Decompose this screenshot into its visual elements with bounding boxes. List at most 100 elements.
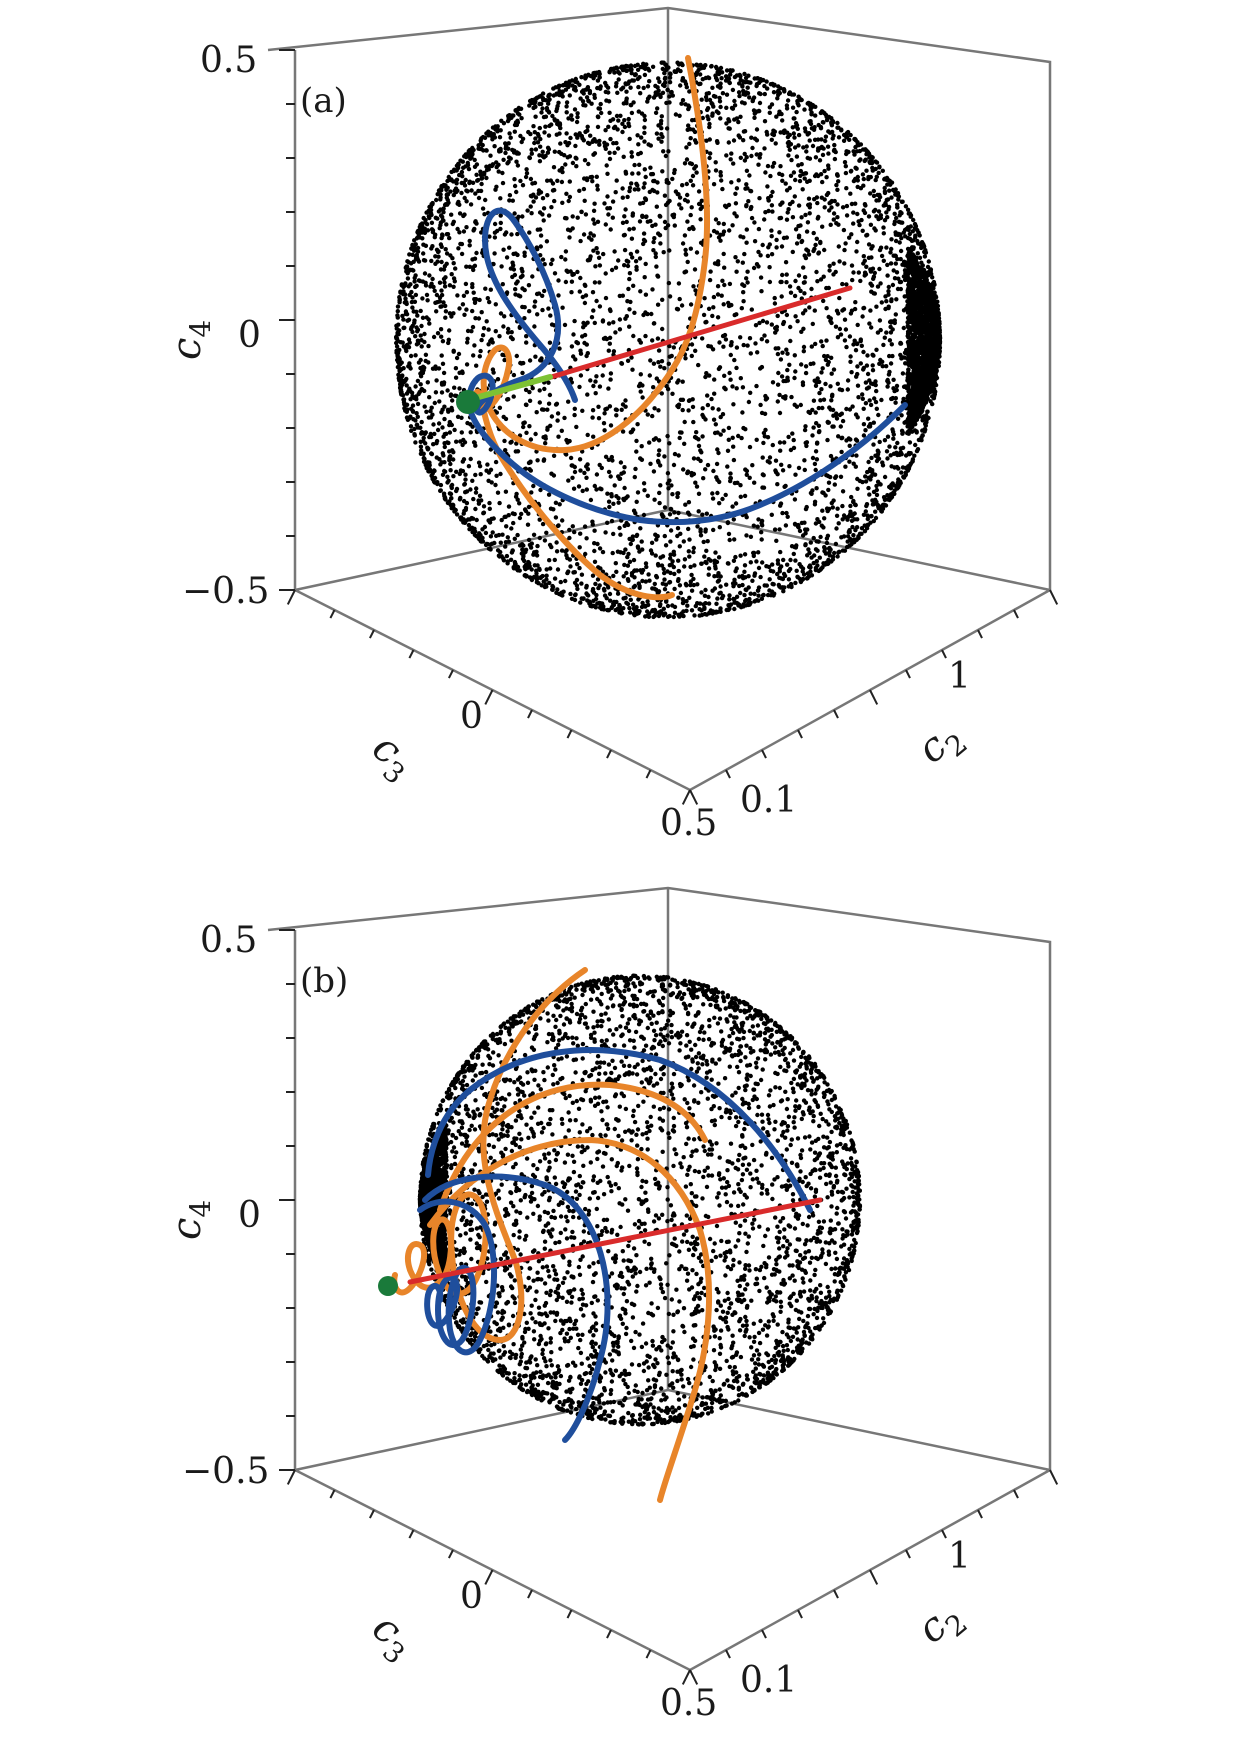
- cloud-point: [826, 546, 832, 551]
- cloud-point: [792, 135, 797, 140]
- cloud-point: [845, 378, 851, 383]
- cloud-point: [654, 575, 660, 580]
- cloud-point: [767, 588, 772, 593]
- cloud-point: [804, 229, 810, 234]
- cloud-point: [842, 160, 848, 165]
- cloud-point: [814, 457, 820, 462]
- cloud-point: [437, 399, 442, 404]
- cloud-point: [549, 205, 554, 210]
- cloud-point: [503, 416, 509, 422]
- cloud-point: [677, 583, 683, 588]
- cloud-point: [863, 428, 868, 433]
- cloud-point: [440, 472, 446, 477]
- cloud-point: [675, 380, 680, 385]
- cloud-point: [810, 407, 815, 413]
- cloud-point: [775, 472, 780, 477]
- cloud-point: [911, 217, 916, 223]
- cloud-point: [742, 251, 747, 257]
- cloud-point: [744, 168, 750, 173]
- cloud-point: [592, 280, 598, 285]
- cloud-point: [721, 344, 726, 349]
- tick-mark: [833, 709, 839, 719]
- cloud-point: [891, 451, 897, 456]
- cloud-point: [434, 197, 439, 203]
- cloud-point: [592, 559, 598, 564]
- cloud-point: [641, 512, 647, 518]
- cloud-point: [844, 149, 849, 154]
- cloud-point: [631, 557, 637, 563]
- cloud-point: [718, 414, 723, 420]
- cloud-point: [739, 435, 744, 441]
- cloud-point: [622, 562, 627, 568]
- tick-mark: [725, 769, 731, 779]
- cloud-point: [867, 321, 872, 326]
- cloud-point: [851, 149, 856, 154]
- cloud-point: [611, 501, 616, 506]
- cloud-point: [701, 476, 706, 481]
- cloud-point: [733, 255, 738, 260]
- cloud-point: [837, 295, 842, 301]
- cloud-point: [730, 223, 735, 228]
- cloud-point: [845, 129, 851, 135]
- cloud-point: [577, 457, 583, 462]
- cloud-point: [490, 530, 495, 535]
- cloud-point: [632, 474, 637, 480]
- cloud-point: [724, 582, 729, 587]
- cloud-point: [412, 299, 418, 304]
- cloud-point: [670, 391, 675, 396]
- cloud-point: [638, 289, 643, 294]
- cloud-point: [699, 561, 704, 566]
- cloud-point: [760, 485, 765, 490]
- cloud-point: [423, 430, 428, 435]
- cloud-point: [678, 83, 683, 88]
- cloud-point: [439, 390, 445, 395]
- cloud-point: [619, 407, 624, 412]
- cloud-point: [637, 219, 643, 224]
- cloud-point: [655, 302, 661, 307]
- cloud-point: [732, 606, 737, 612]
- cloud-point: [418, 382, 423, 387]
- cloud-point: [877, 439, 882, 445]
- cloud-point: [420, 315, 426, 320]
- cloud-point: [520, 214, 525, 219]
- cloud-point: [608, 308, 613, 314]
- cloud-point: [512, 177, 517, 182]
- cloud-point: [579, 581, 584, 586]
- cloud-point: [580, 334, 585, 339]
- cloud-point: [563, 279, 569, 285]
- cloud-point: [447, 328, 452, 333]
- cloud-point: [727, 597, 732, 602]
- cloud-point: [717, 501, 722, 506]
- cloud-point: [847, 407, 853, 412]
- cloud-point: [707, 277, 713, 283]
- cloud-point: [752, 115, 757, 121]
- cloud-point: [707, 137, 712, 142]
- cloud-point: [559, 428, 564, 433]
- cloud-point: [836, 135, 842, 140]
- cloud-point: [686, 500, 692, 505]
- cloud-point: [642, 130, 647, 136]
- cloud-point: [774, 538, 779, 543]
- cloud-point: [899, 199, 905, 204]
- cloud-point: [636, 142, 641, 147]
- cloud-point: [661, 566, 666, 572]
- cloud-point: [423, 352, 429, 357]
- cloud-point: [522, 253, 527, 258]
- cloud-point: [617, 525, 622, 531]
- cloud-point: [537, 388, 542, 393]
- cloud-point: [557, 149, 562, 155]
- cloud-point: [829, 371, 834, 376]
- cloud-point: [634, 181, 639, 186]
- cloud-point: [742, 71, 747, 77]
- cloud-point: [691, 549, 696, 555]
- cloud-point: [414, 283, 419, 288]
- cloud-point: [568, 591, 573, 597]
- cloud-point: [520, 370, 525, 376]
- cloud-point: [716, 366, 722, 372]
- cloud-point: [642, 72, 648, 78]
- cloud-point: [821, 490, 826, 496]
- cloud-point: [553, 515, 559, 520]
- cloud-point: [732, 357, 737, 363]
- cloud-point: [556, 100, 561, 106]
- cloud-point: [799, 362, 804, 367]
